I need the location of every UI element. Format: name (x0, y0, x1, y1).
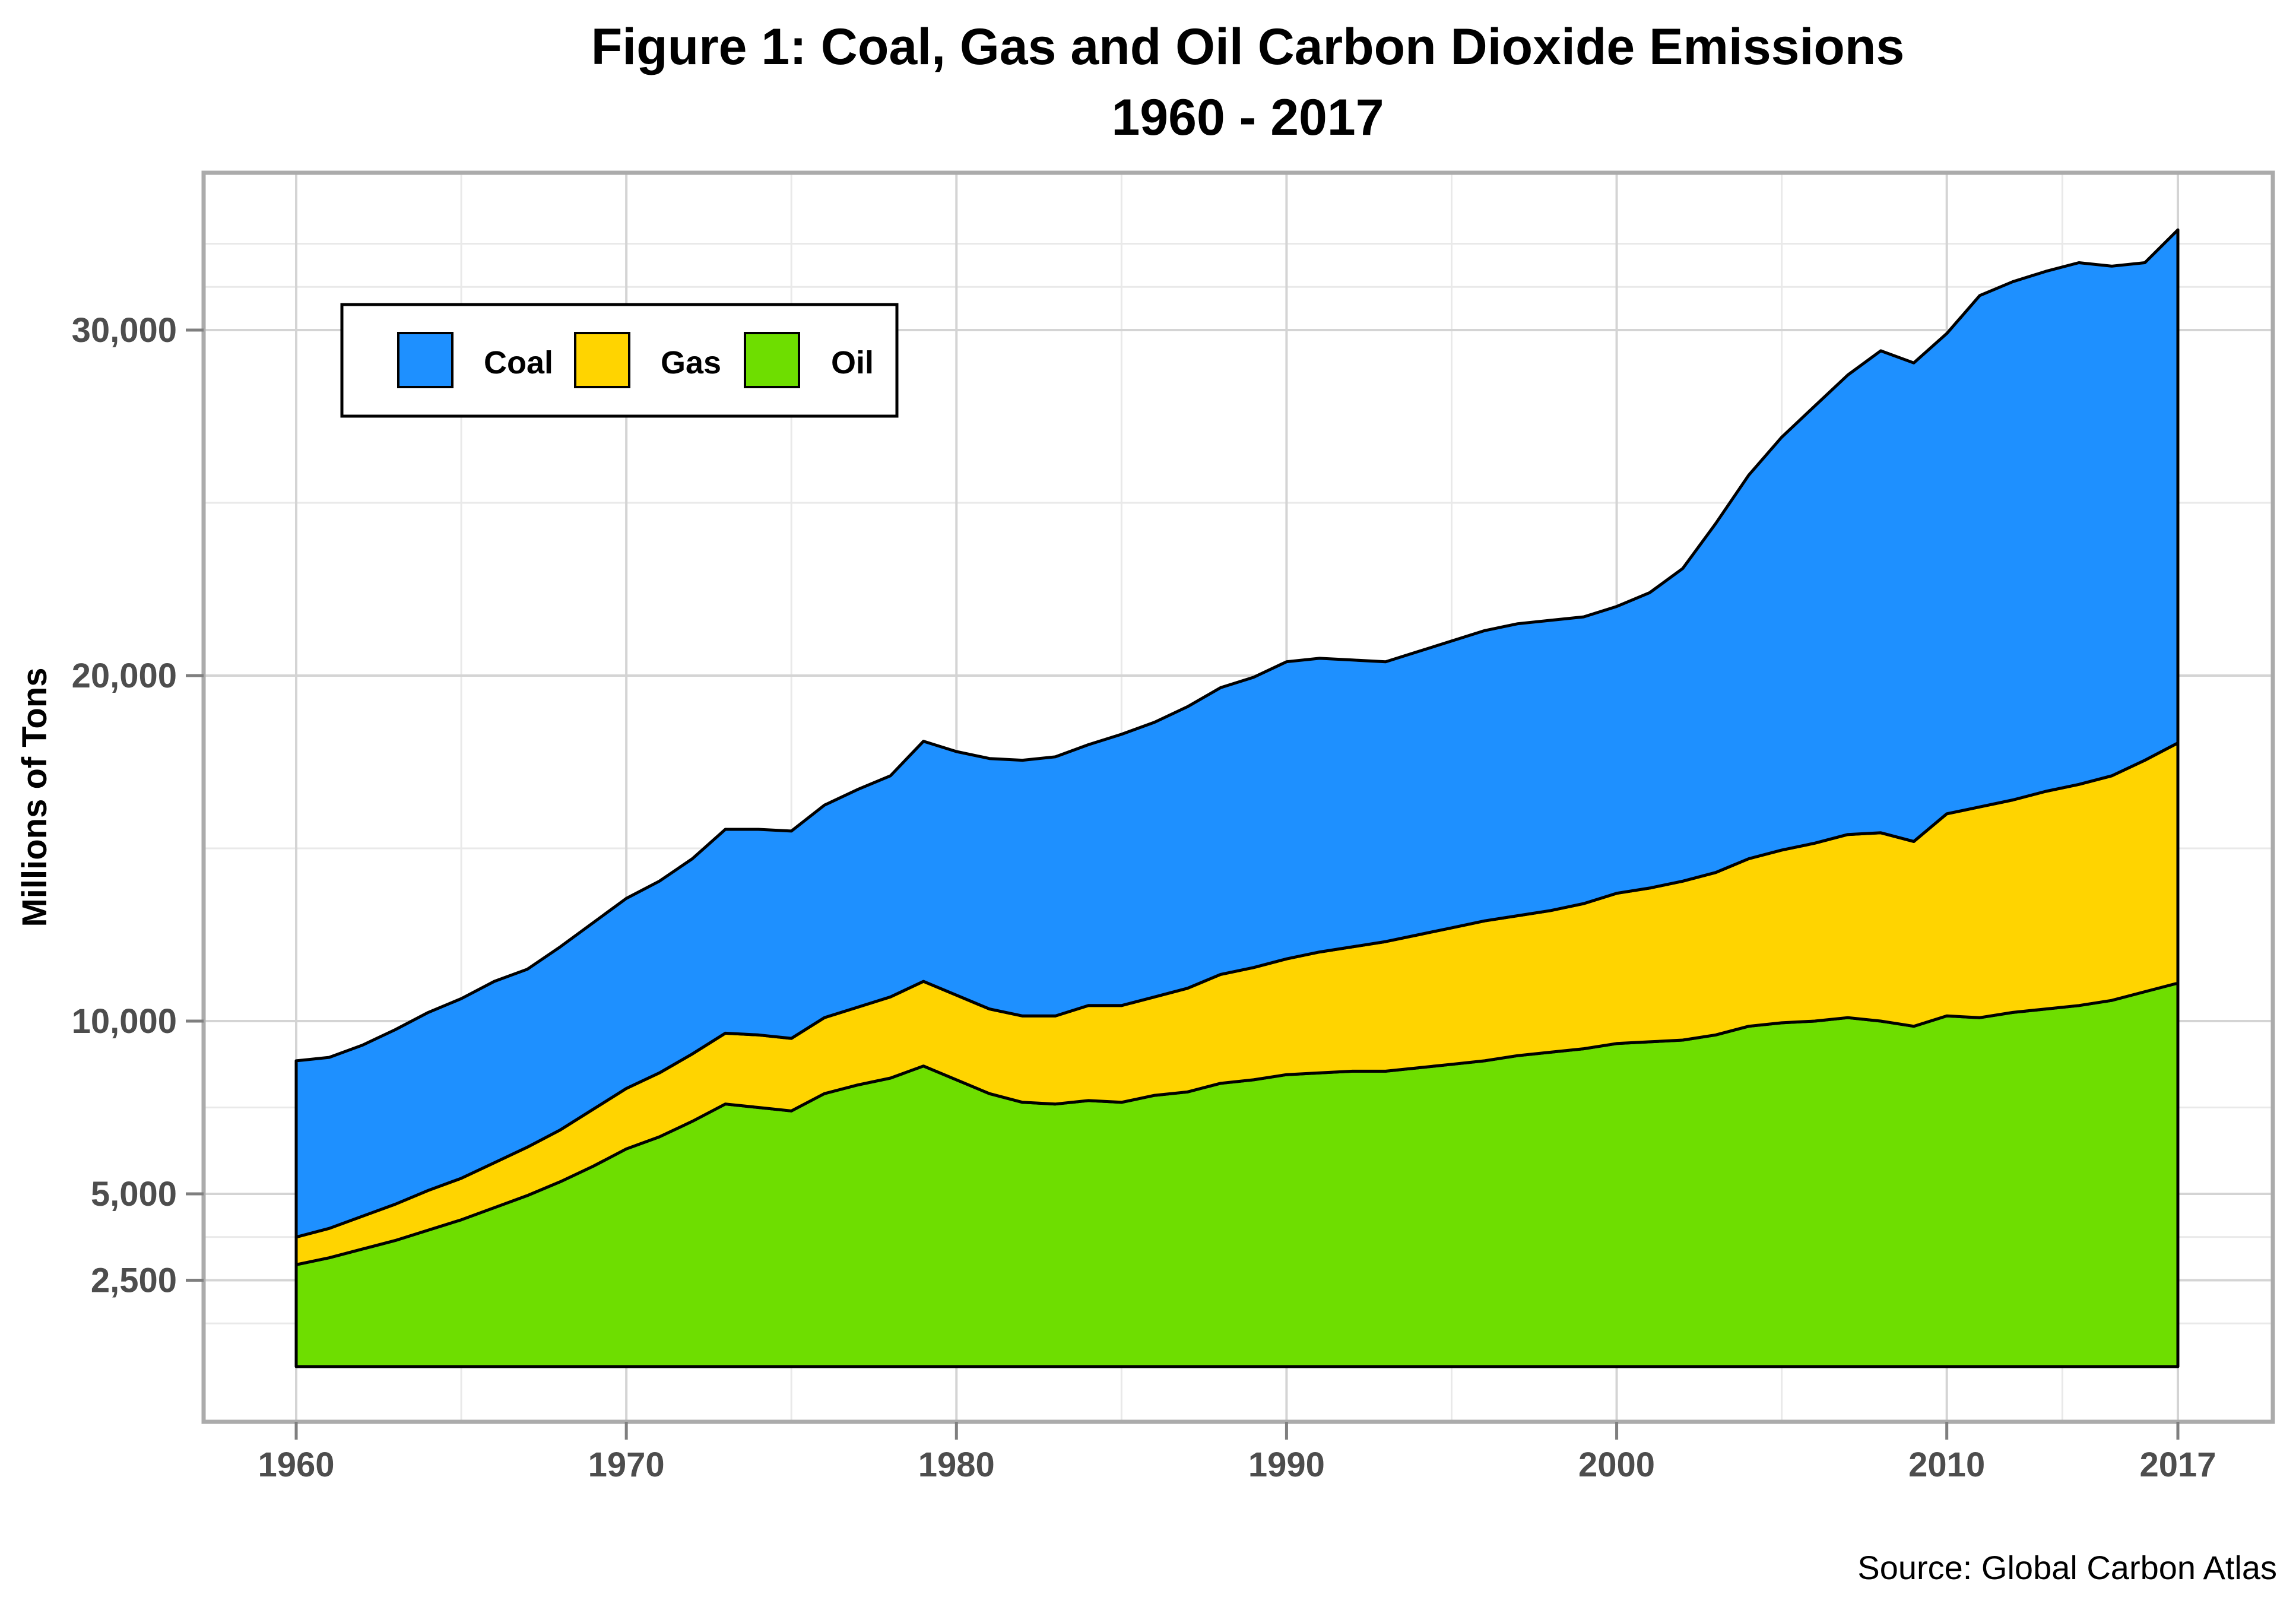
source-note: Source: Global Carbon Atlas (1857, 1549, 2277, 1586)
x-axis: 1960 1970 1980 1990 2000 2010 2017 (258, 1422, 2216, 1484)
y-tick-label: 5,000 (91, 1175, 177, 1213)
legend-swatch-coal (397, 332, 454, 388)
x-tick-label: 2010 (1908, 1446, 1985, 1484)
x-tick-label: 1970 (588, 1446, 665, 1484)
y-tick-label: 30,000 (72, 311, 177, 350)
y-tick-label: 2,500 (91, 1262, 177, 1300)
plot-panel-border (201, 170, 2275, 1424)
chart-subtitle: 1960 - 2017 (1111, 89, 1384, 146)
chart-title: Figure 1: Coal, Gas and Oil Carbon Dioxi… (591, 18, 1905, 75)
y-tick-label: 10,000 (72, 1002, 177, 1041)
legend-swatch-oil (744, 332, 800, 388)
legend-label-oil: Oil (831, 345, 874, 381)
y-axis: 2,500 5,000 10,000 20,000 30,000 (72, 311, 204, 1300)
x-tick-label: 2000 (1578, 1446, 1655, 1484)
legend-label-gas: Gas (661, 345, 721, 381)
x-tick-label: 1960 (258, 1446, 334, 1484)
x-tick-label: 2017 (2139, 1446, 2216, 1484)
legend-label-coal: Coal (484, 345, 553, 381)
legend-swatch-gas (574, 332, 630, 388)
area-series-group (294, 228, 2180, 1368)
x-tick-label: 1980 (918, 1446, 995, 1484)
x-tick-label: 1990 (1248, 1446, 1325, 1484)
area-coal (294, 228, 2180, 1239)
y-tick-label: 20,000 (72, 657, 177, 695)
legend: Coal Gas Oil (340, 303, 899, 418)
y-axis-title: Millions of Tons (15, 667, 54, 927)
